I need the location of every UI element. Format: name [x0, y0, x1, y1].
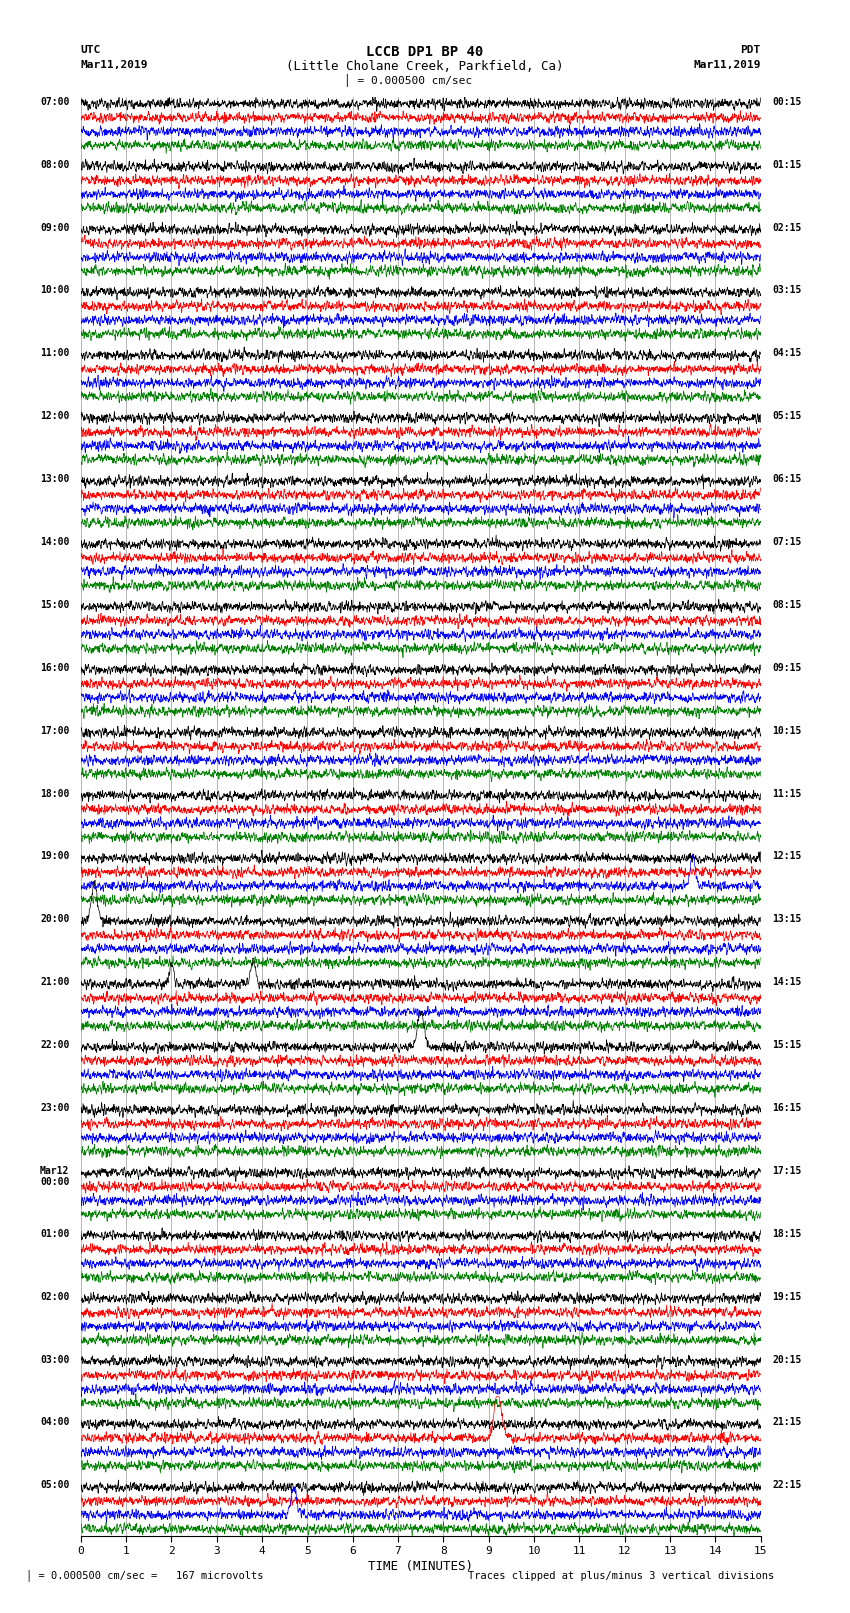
Text: 10:00: 10:00: [40, 286, 70, 295]
Text: 23:00: 23:00: [40, 1103, 70, 1113]
Text: 05:15: 05:15: [772, 411, 802, 421]
Text: 22:00: 22:00: [40, 1040, 70, 1050]
Text: 12:00: 12:00: [40, 411, 70, 421]
Text: 21:00: 21:00: [40, 977, 70, 987]
Text: 17:15: 17:15: [772, 1166, 802, 1176]
Text: │ = 0.000500 cm/sec =   167 microvolts: │ = 0.000500 cm/sec = 167 microvolts: [26, 1569, 263, 1581]
Text: 03:15: 03:15: [772, 286, 802, 295]
Text: 08:15: 08:15: [772, 600, 802, 610]
Text: 18:15: 18:15: [772, 1229, 802, 1239]
Text: (Little Cholane Creek, Parkfield, Ca): (Little Cholane Creek, Parkfield, Ca): [286, 60, 564, 73]
Text: 16:00: 16:00: [40, 663, 70, 673]
Text: 01:00: 01:00: [40, 1229, 70, 1239]
Text: 05:00: 05:00: [40, 1481, 70, 1490]
Text: 21:15: 21:15: [772, 1418, 802, 1428]
Text: 11:00: 11:00: [40, 348, 70, 358]
Text: 09:15: 09:15: [772, 663, 802, 673]
X-axis label: TIME (MINUTES): TIME (MINUTES): [368, 1560, 473, 1573]
Text: 18:00: 18:00: [40, 789, 70, 798]
Text: 11:15: 11:15: [772, 789, 802, 798]
Text: 04:00: 04:00: [40, 1418, 70, 1428]
Text: UTC: UTC: [81, 45, 101, 55]
Text: 20:15: 20:15: [772, 1355, 802, 1365]
Text: Mar11,2019: Mar11,2019: [694, 60, 761, 69]
Text: 12:15: 12:15: [772, 852, 802, 861]
Text: │ = 0.000500 cm/sec: │ = 0.000500 cm/sec: [344, 74, 472, 87]
Text: 03:00: 03:00: [40, 1355, 70, 1365]
Text: 13:00: 13:00: [40, 474, 70, 484]
Text: 14:00: 14:00: [40, 537, 70, 547]
Text: 04:15: 04:15: [772, 348, 802, 358]
Text: 02:00: 02:00: [40, 1292, 70, 1302]
Text: 19:00: 19:00: [40, 852, 70, 861]
Text: 17:00: 17:00: [40, 726, 70, 736]
Text: PDT: PDT: [740, 45, 761, 55]
Text: 15:00: 15:00: [40, 600, 70, 610]
Text: 07:15: 07:15: [772, 537, 802, 547]
Text: Mar12
00:00: Mar12 00:00: [40, 1166, 70, 1187]
Text: 00:15: 00:15: [772, 97, 802, 106]
Text: 22:15: 22:15: [772, 1481, 802, 1490]
Text: 10:15: 10:15: [772, 726, 802, 736]
Text: 16:15: 16:15: [772, 1103, 802, 1113]
Text: 15:15: 15:15: [772, 1040, 802, 1050]
Text: 02:15: 02:15: [772, 223, 802, 232]
Text: 08:00: 08:00: [40, 160, 70, 169]
Text: 09:00: 09:00: [40, 223, 70, 232]
Text: LCCB DP1 BP 40: LCCB DP1 BP 40: [366, 45, 484, 60]
Text: 07:00: 07:00: [40, 97, 70, 106]
Text: Traces clipped at plus/minus 3 vertical divisions: Traces clipped at plus/minus 3 vertical …: [468, 1571, 774, 1581]
Text: 19:15: 19:15: [772, 1292, 802, 1302]
Text: 06:15: 06:15: [772, 474, 802, 484]
Text: 14:15: 14:15: [772, 977, 802, 987]
Text: 20:00: 20:00: [40, 915, 70, 924]
Text: 01:15: 01:15: [772, 160, 802, 169]
Text: Mar11,2019: Mar11,2019: [81, 60, 148, 69]
Text: 13:15: 13:15: [772, 915, 802, 924]
